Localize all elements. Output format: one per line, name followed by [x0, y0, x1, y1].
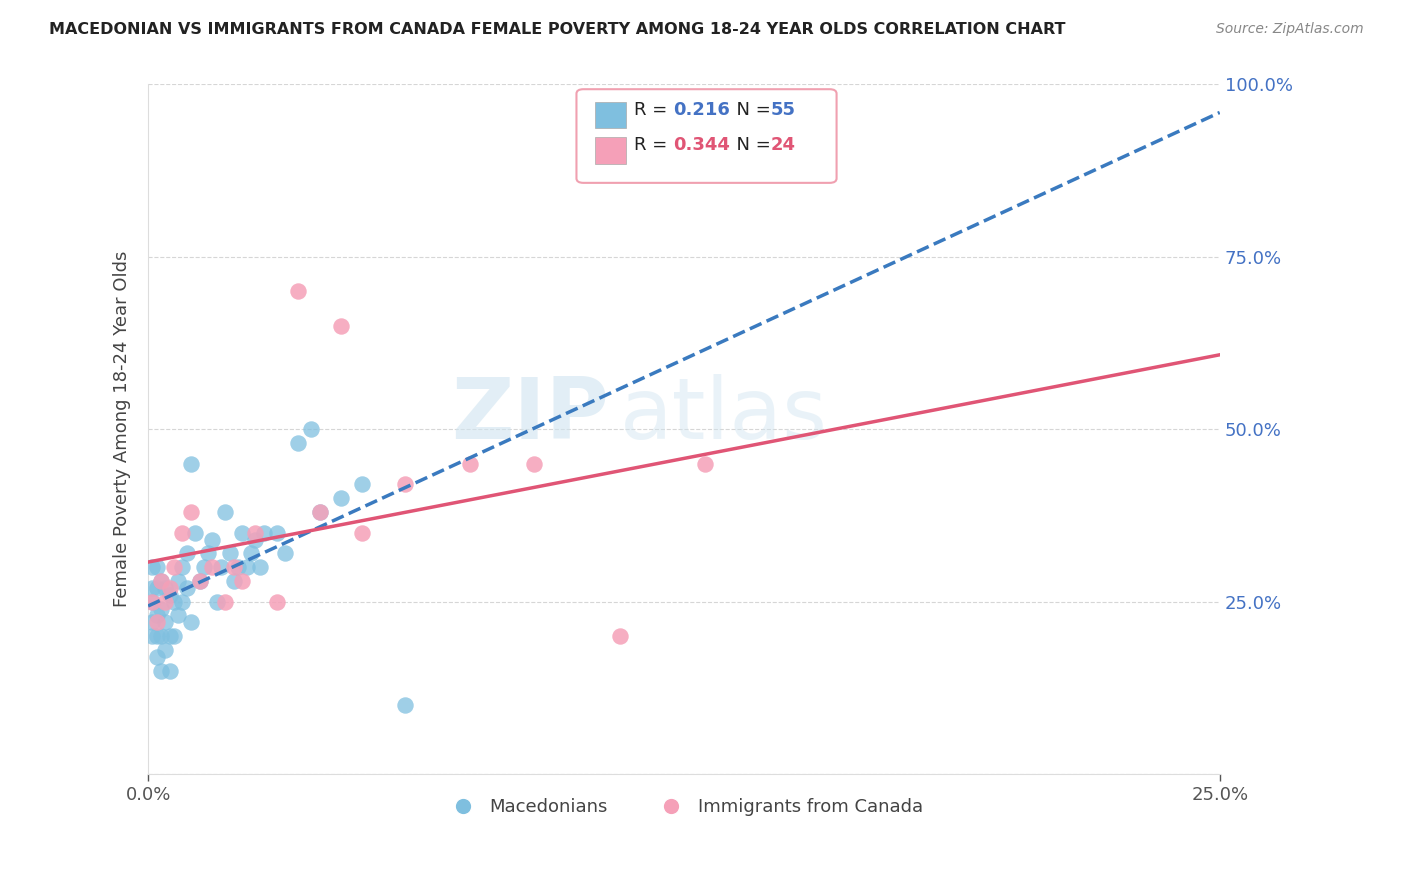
- Point: [209, 560, 232, 574]
- Point: [394, 698, 416, 713]
- Point: [163, 629, 186, 643]
- Point: [176, 581, 198, 595]
- Text: 0.344: 0.344: [673, 136, 730, 154]
- Point: [245, 533, 267, 547]
- Point: [299, 422, 322, 436]
- Point: [141, 581, 163, 595]
- Point: [180, 615, 202, 630]
- Point: [231, 525, 253, 540]
- Point: [330, 318, 353, 333]
- Point: [141, 560, 163, 574]
- Point: [163, 560, 186, 574]
- Point: [201, 560, 224, 574]
- Point: [218, 546, 240, 560]
- Point: [266, 595, 288, 609]
- Point: [188, 574, 211, 588]
- Point: [155, 595, 177, 609]
- Point: [141, 595, 163, 609]
- Point: [214, 595, 236, 609]
- Point: [180, 505, 202, 519]
- Point: [188, 574, 211, 588]
- Text: ZIP: ZIP: [451, 374, 609, 457]
- Point: [145, 615, 167, 630]
- Point: [180, 457, 202, 471]
- Point: [222, 574, 245, 588]
- Text: 55: 55: [770, 101, 796, 119]
- Text: N =: N =: [725, 136, 778, 154]
- Point: [167, 608, 190, 623]
- Point: [149, 664, 172, 678]
- Point: [176, 546, 198, 560]
- Point: [159, 581, 181, 595]
- Point: [287, 285, 309, 299]
- Text: 0.216: 0.216: [673, 101, 730, 119]
- Point: [155, 581, 177, 595]
- Point: [159, 629, 181, 643]
- Text: 24: 24: [770, 136, 796, 154]
- Point: [193, 560, 215, 574]
- Point: [141, 595, 163, 609]
- Point: [330, 491, 353, 506]
- Point: [609, 629, 631, 643]
- Point: [239, 546, 262, 560]
- Legend: Macedonians, Immigrants from Canada: Macedonians, Immigrants from Canada: [437, 791, 931, 823]
- Point: [145, 608, 167, 623]
- Point: [159, 588, 181, 602]
- Y-axis label: Female Poverty Among 18-24 Year Olds: Female Poverty Among 18-24 Year Olds: [114, 251, 131, 607]
- Text: N =: N =: [725, 101, 778, 119]
- Point: [352, 525, 374, 540]
- Point: [222, 560, 245, 574]
- Point: [308, 505, 330, 519]
- Point: [184, 525, 207, 540]
- Point: [145, 649, 167, 664]
- Point: [149, 601, 172, 615]
- Point: [308, 505, 330, 519]
- Point: [145, 560, 167, 574]
- Point: [205, 595, 228, 609]
- Point: [141, 615, 163, 630]
- Point: [149, 574, 172, 588]
- Point: [145, 629, 167, 643]
- Text: atlas: atlas: [620, 374, 828, 457]
- Point: [172, 560, 194, 574]
- Point: [163, 595, 186, 609]
- Point: [523, 457, 546, 471]
- Point: [149, 574, 172, 588]
- Point: [253, 525, 276, 540]
- Point: [149, 629, 172, 643]
- Point: [155, 643, 177, 657]
- Point: [458, 457, 481, 471]
- Point: [201, 533, 224, 547]
- Point: [274, 546, 297, 560]
- Text: R =: R =: [634, 136, 673, 154]
- Text: R =: R =: [634, 101, 673, 119]
- Point: [352, 477, 374, 491]
- Point: [214, 505, 236, 519]
- Point: [167, 574, 190, 588]
- Point: [245, 525, 267, 540]
- Point: [249, 560, 271, 574]
- Text: Source: ZipAtlas.com: Source: ZipAtlas.com: [1216, 22, 1364, 37]
- Point: [197, 546, 219, 560]
- Point: [172, 595, 194, 609]
- Point: [172, 525, 194, 540]
- Text: MACEDONIAN VS IMMIGRANTS FROM CANADA FEMALE POVERTY AMONG 18-24 YEAR OLDS CORREL: MACEDONIAN VS IMMIGRANTS FROM CANADA FEM…: [49, 22, 1066, 37]
- Point: [155, 615, 177, 630]
- Point: [141, 629, 163, 643]
- Point: [226, 560, 249, 574]
- Point: [695, 457, 717, 471]
- Point: [266, 525, 288, 540]
- Point: [145, 581, 167, 595]
- Point: [235, 560, 257, 574]
- Point: [394, 477, 416, 491]
- Point: [287, 436, 309, 450]
- Point: [159, 664, 181, 678]
- Point: [231, 574, 253, 588]
